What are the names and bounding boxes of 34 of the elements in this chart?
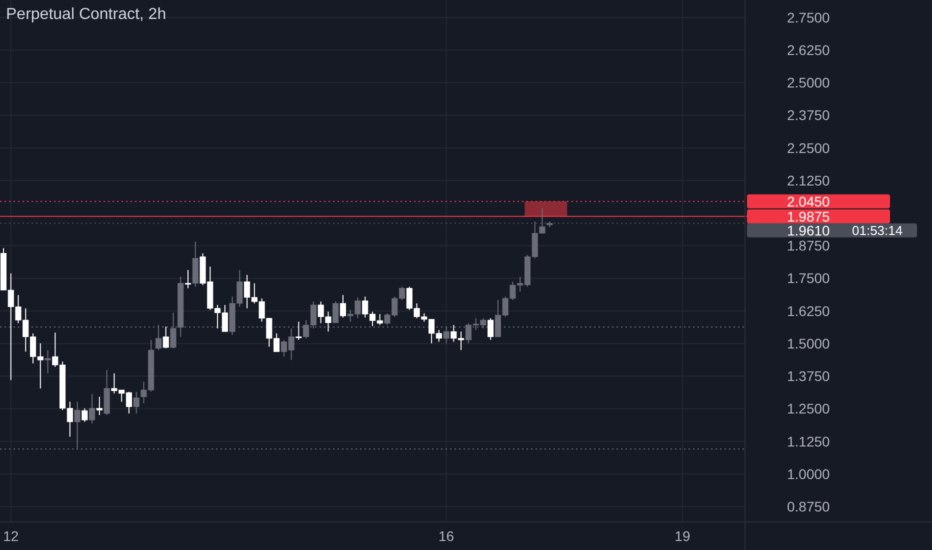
x-tick-label: 19 xyxy=(674,528,690,544)
x-tick-label: 12 xyxy=(3,528,19,544)
ref-line-label: 1.9610 xyxy=(787,222,830,238)
y-tick-label: 1.0000 xyxy=(787,466,830,482)
ref-line-label: 1.9875 xyxy=(787,208,830,224)
y-tick-label: 1.6250 xyxy=(787,302,830,319)
y-tick-label: 1.8750 xyxy=(787,238,830,254)
candlestick xyxy=(332,301,339,324)
y-tick-label: 2.6250 xyxy=(787,42,830,58)
y-tick-label: 2.5000 xyxy=(787,74,830,91)
y-tick-label: 1.3750 xyxy=(787,368,830,384)
y-tick-label: 1.2500 xyxy=(787,400,830,417)
y-tick-label: 2.1250 xyxy=(787,172,830,188)
chart-title: Perpetual Contract, 2h xyxy=(6,6,166,23)
candlestick xyxy=(162,326,169,349)
y-tick-label: 1.1250 xyxy=(787,433,830,450)
y-tick-label: 1.5000 xyxy=(787,335,830,352)
candlestick xyxy=(184,270,192,289)
y-tick-label: 0.8750 xyxy=(787,498,830,515)
x-tick-label: 16 xyxy=(438,528,454,544)
ref-line-label: 2.0450 xyxy=(787,193,830,210)
candlestick xyxy=(82,408,88,422)
y-tick-label: 1.7500 xyxy=(787,270,830,286)
candlestick xyxy=(488,318,494,340)
y-tick-label: 2.3750 xyxy=(787,107,830,124)
candlestick xyxy=(133,391,140,414)
candlestick xyxy=(44,350,51,374)
y-tick-label: 2.2500 xyxy=(787,140,830,156)
candlestick xyxy=(96,396,102,416)
y-tick-label: 2.7500 xyxy=(787,9,830,26)
candlestick xyxy=(340,294,346,318)
candlestick xyxy=(296,321,302,340)
text: 01:53:14 xyxy=(852,223,903,238)
candlestick xyxy=(89,393,96,424)
